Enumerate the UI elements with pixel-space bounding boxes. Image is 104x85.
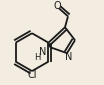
Text: Cl: Cl bbox=[27, 70, 37, 80]
Text: N: N bbox=[39, 47, 47, 57]
Text: N: N bbox=[65, 52, 73, 62]
Text: H: H bbox=[34, 53, 40, 62]
Text: O: O bbox=[53, 1, 61, 11]
